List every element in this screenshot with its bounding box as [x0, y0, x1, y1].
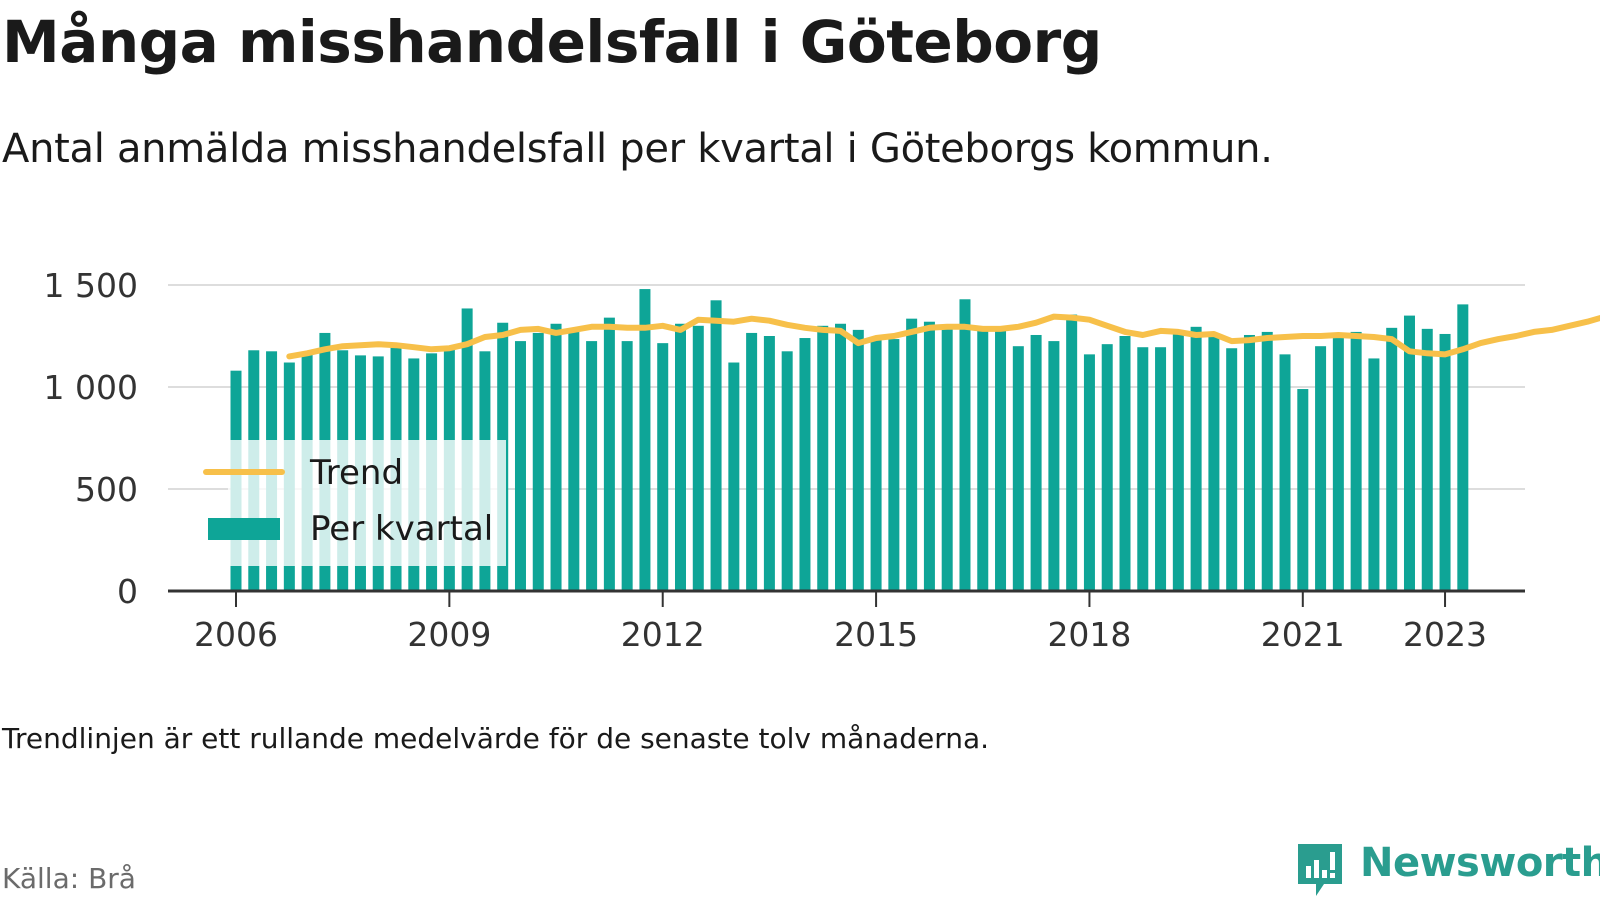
bar: [941, 324, 953, 591]
bar: [621, 341, 633, 591]
axes: 0 500 1 000 1 500 2006 2009 2012 2015 2018 2021 20…: [44, 266, 1525, 654]
bar: [1297, 389, 1309, 591]
trend-line: [286, 313, 1600, 360]
x-tick-label: 2018: [1047, 615, 1131, 654]
bar: [763, 336, 775, 591]
bar: [532, 332, 544, 591]
bar: [835, 323, 847, 591]
bar: [1386, 327, 1398, 591]
bar: [888, 339, 900, 591]
legend-background: [228, 440, 506, 566]
bar: [1368, 358, 1380, 591]
bar: [1083, 354, 1095, 591]
legend: Trend Per kvartal: [203, 440, 506, 566]
bar: [1012, 346, 1024, 591]
bar: [1457, 304, 1469, 591]
brand-name: Newsworthy: [1360, 840, 1600, 886]
legend-label: Per kvartal: [310, 509, 493, 549]
bar: [1279, 354, 1291, 591]
y-tick-label: 1 500: [44, 266, 138, 305]
bar: [959, 299, 971, 591]
bar: [852, 329, 864, 591]
legend-label: Trend: [309, 453, 403, 493]
x-tick-label: 2012: [621, 615, 705, 654]
bar: [1190, 326, 1202, 591]
x-tick-label: 2009: [407, 615, 491, 654]
bar: [870, 338, 882, 591]
legend-swatch: [208, 518, 280, 540]
bar: [1208, 336, 1220, 591]
y-tick-label: 0: [117, 572, 138, 611]
newsworthy-logo-icon: [1298, 844, 1342, 896]
bar: [1101, 344, 1113, 591]
bar: [1137, 347, 1149, 591]
bar: [639, 289, 651, 591]
chart-area: 0 500 1 000 1 500 2006 2009 2012 2015 2018 2021 20…: [44, 266, 1600, 654]
bar: [1048, 341, 1060, 591]
bar: [995, 326, 1007, 591]
bar: [1403, 315, 1415, 591]
bar: [799, 338, 811, 591]
bar: [550, 323, 562, 591]
bar: [1172, 333, 1184, 591]
bar: [1350, 331, 1362, 591]
x-tick-label: 2023: [1403, 615, 1487, 654]
bar: [657, 343, 669, 591]
source-credit: Källa: Brå: [2, 862, 136, 895]
x-tick-label: 2006: [194, 615, 278, 654]
bar: [728, 362, 740, 591]
bar: [923, 321, 935, 591]
bar: [603, 317, 615, 591]
chart-subtitle: Antal anmälda misshandelsfall per kvarta…: [2, 126, 1273, 172]
x-tick-label: 2021: [1261, 615, 1345, 654]
bar: [1066, 314, 1078, 591]
bar: [1243, 334, 1255, 591]
bar: [710, 300, 722, 591]
x-tick-label: 2015: [834, 615, 918, 654]
bar: [1315, 346, 1327, 591]
bar: [1030, 334, 1042, 591]
bar: [675, 323, 686, 591]
bar: [1439, 333, 1451, 591]
bar: [1261, 331, 1273, 591]
bar: [817, 325, 829, 591]
bar: [977, 329, 989, 591]
bar: [781, 351, 793, 591]
bar: [1119, 336, 1131, 591]
y-tick-label: 1 000: [44, 368, 138, 407]
y-tick-label: 500: [75, 470, 138, 509]
bar: [514, 341, 526, 591]
bar: [568, 328, 580, 591]
bar: [692, 325, 704, 591]
bar: [1226, 348, 1238, 591]
bar: [1332, 338, 1344, 591]
chart-title: Många misshandelsfall i Göteborg: [2, 8, 1102, 76]
trend-series: [286, 313, 1600, 360]
bar: [586, 341, 598, 591]
bar: [746, 332, 758, 591]
bar: [1155, 347, 1167, 591]
bar: [1421, 328, 1433, 591]
bar: [906, 318, 918, 591]
chart-note: Trendlinjen är ett rullande medelvärde f…: [2, 722, 990, 755]
brand-logo[interactable]: Newsworthy: [1294, 840, 1600, 900]
